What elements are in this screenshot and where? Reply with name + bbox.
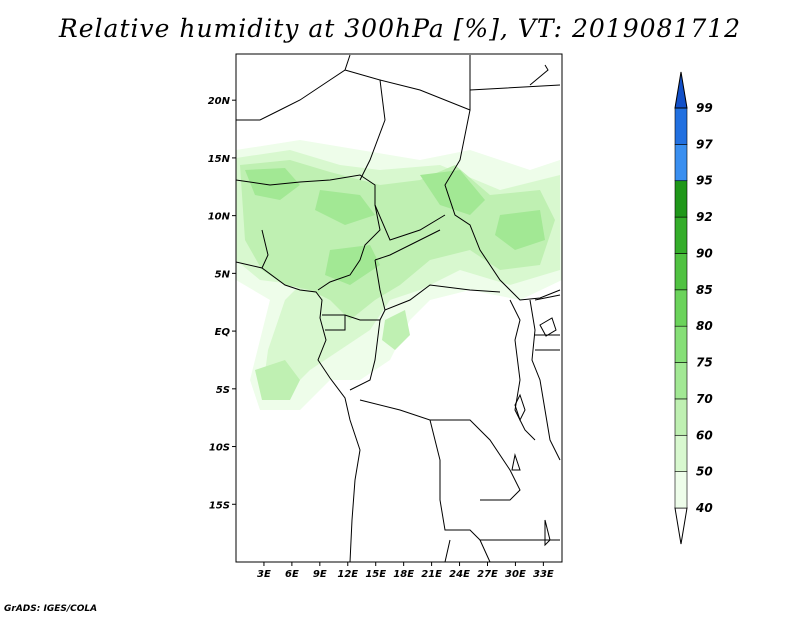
- colorbar-swatch: [674, 434, 688, 472]
- colorbar-swatch: [674, 362, 688, 400]
- colorbar-swatch: [674, 216, 688, 254]
- colorbar-swatch: [674, 107, 688, 145]
- colorbar-label: 85: [696, 283, 713, 297]
- colorbar-swatch: [674, 398, 688, 436]
- colorbar-label: 80: [696, 319, 713, 333]
- colorbar-label: 90: [696, 246, 713, 260]
- lon-label: 30E: [505, 569, 526, 580]
- colorbar-min-arrow: [674, 507, 688, 545]
- lon-label: 24E: [449, 569, 470, 580]
- lat-label: 15S: [209, 500, 230, 511]
- lat-label: 5S: [216, 385, 230, 396]
- lon-label: 33E: [533, 569, 554, 580]
- colorbar-swatch: [674, 253, 688, 291]
- colorbar-swatch: [674, 471, 688, 509]
- lat-label: 15N: [208, 154, 231, 165]
- colorbar-label: 60: [696, 428, 713, 442]
- lon-label: 18E: [393, 569, 414, 580]
- lon-label: 27E: [477, 569, 498, 580]
- colorbar-label: 95: [696, 174, 713, 188]
- humidity-region-70-south: [255, 310, 410, 400]
- lon-label: 21E: [421, 569, 442, 580]
- colorbar-label: 70: [696, 392, 713, 406]
- lat-label: 5N: [215, 269, 231, 280]
- page-title: Relative humidity at 300hPa [%], VT: 201…: [58, 14, 742, 43]
- colorbar-label: 97: [696, 137, 713, 151]
- humidity-shading: [236, 140, 562, 410]
- colorbar-max-arrow: [674, 71, 688, 109]
- lat-label: EQ: [215, 327, 231, 338]
- map-boundaries: [235, 54, 561, 563]
- colorbar-swatch: [674, 289, 688, 327]
- longitude-labels: 3E 6E 9E 12E 15E 18E 21E 24E 27E 30E 33E: [257, 562, 554, 580]
- lon-label: 15E: [365, 569, 386, 580]
- lon-label: 6E: [285, 569, 299, 580]
- colorbar-label: 50: [696, 465, 713, 479]
- lat-label: 10S: [209, 443, 230, 454]
- credit-label: GrADS: IGES/COLA: [4, 604, 98, 614]
- colorbar-label: 99: [696, 101, 713, 115]
- colorbar-swatch: [674, 144, 688, 182]
- latitude-labels: 20N 15N 10N 5N EQ 5S 10S 15S: [208, 96, 236, 511]
- lon-label: 9E: [313, 569, 327, 580]
- lat-label: 20N: [208, 96, 231, 107]
- lat-label: 10N: [208, 212, 231, 223]
- lon-label: 3E: [257, 569, 271, 580]
- colorbar-label: 92: [696, 210, 713, 224]
- humidity-region-70: [245, 168, 545, 285]
- colorbar-label: 40: [695, 501, 713, 515]
- colorbar-swatch: [674, 180, 688, 218]
- colorbar-label: 75: [696, 356, 713, 370]
- map-frame: [235, 53, 563, 563]
- lon-label: 12E: [337, 569, 358, 580]
- colorbar-swatch: [674, 325, 688, 363]
- colorbar: 40 50 60 70 75 80 85 90 92 95 97 99: [674, 71, 713, 545]
